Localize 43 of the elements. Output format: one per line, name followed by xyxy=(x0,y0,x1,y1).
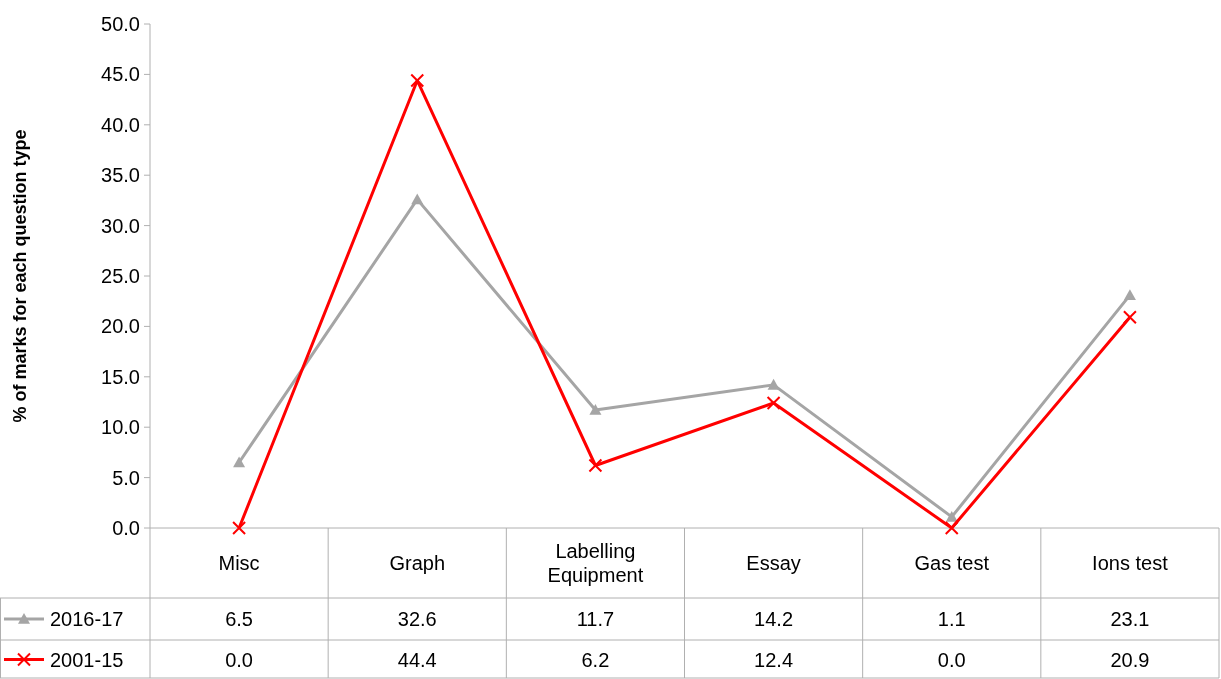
point xyxy=(589,404,602,415)
legend-label: 2016-17 xyxy=(50,608,124,630)
data-label: 6.2 xyxy=(581,648,610,671)
y-tick-label: 45.0 xyxy=(101,63,140,86)
x-tick-label: Essay xyxy=(746,552,801,574)
data-label: 32.6 xyxy=(397,608,437,630)
data-label: 0.0 xyxy=(225,648,253,671)
y-tick-label: 35.0 xyxy=(101,164,140,187)
y-tick-label: 50.0 xyxy=(101,13,140,35)
point xyxy=(945,510,958,522)
data-label: 1.1 xyxy=(937,608,966,630)
y-tick-label: 25.0 xyxy=(101,265,140,287)
point xyxy=(411,193,424,205)
point xyxy=(1122,310,1137,325)
data-label: 11.7 xyxy=(576,608,615,630)
point xyxy=(232,521,247,535)
legend-label: 2001-15 xyxy=(50,648,124,671)
x-tick-label: Misc xyxy=(218,552,260,574)
data-label: 12.4 xyxy=(754,648,794,671)
data-label: 0.0 xyxy=(937,648,966,671)
y-tick-label: 10.0 xyxy=(101,416,140,439)
x-tick-label: Graph xyxy=(389,552,446,574)
y-tick-label: 30.0 xyxy=(101,214,140,237)
data-label: 20.9 xyxy=(1110,648,1150,671)
y-tick-label: 15.0 xyxy=(101,365,140,388)
data-label: 14.2 xyxy=(754,608,794,630)
data-label: 23.1 xyxy=(1110,608,1150,630)
x-tick-label: Labelling Equipment xyxy=(547,540,644,586)
x-tick-label: Ions test xyxy=(1092,552,1169,574)
point xyxy=(766,396,781,411)
y-tick-label: 0.0 xyxy=(112,517,140,539)
point xyxy=(944,521,959,535)
x-tick-label: Gas test xyxy=(914,552,990,574)
y-tick-label: 40.0 xyxy=(101,113,140,136)
data-label: 44.4 xyxy=(397,648,437,671)
point xyxy=(1123,289,1136,300)
point xyxy=(588,458,603,473)
y-tick-label: 5.0 xyxy=(112,466,140,489)
point xyxy=(410,73,425,88)
data-label: 6.5 xyxy=(225,608,253,630)
y-tick-label: 20.0 xyxy=(101,315,140,338)
point xyxy=(233,456,246,468)
y-axis-title: % of marks for each question type xyxy=(10,129,30,423)
